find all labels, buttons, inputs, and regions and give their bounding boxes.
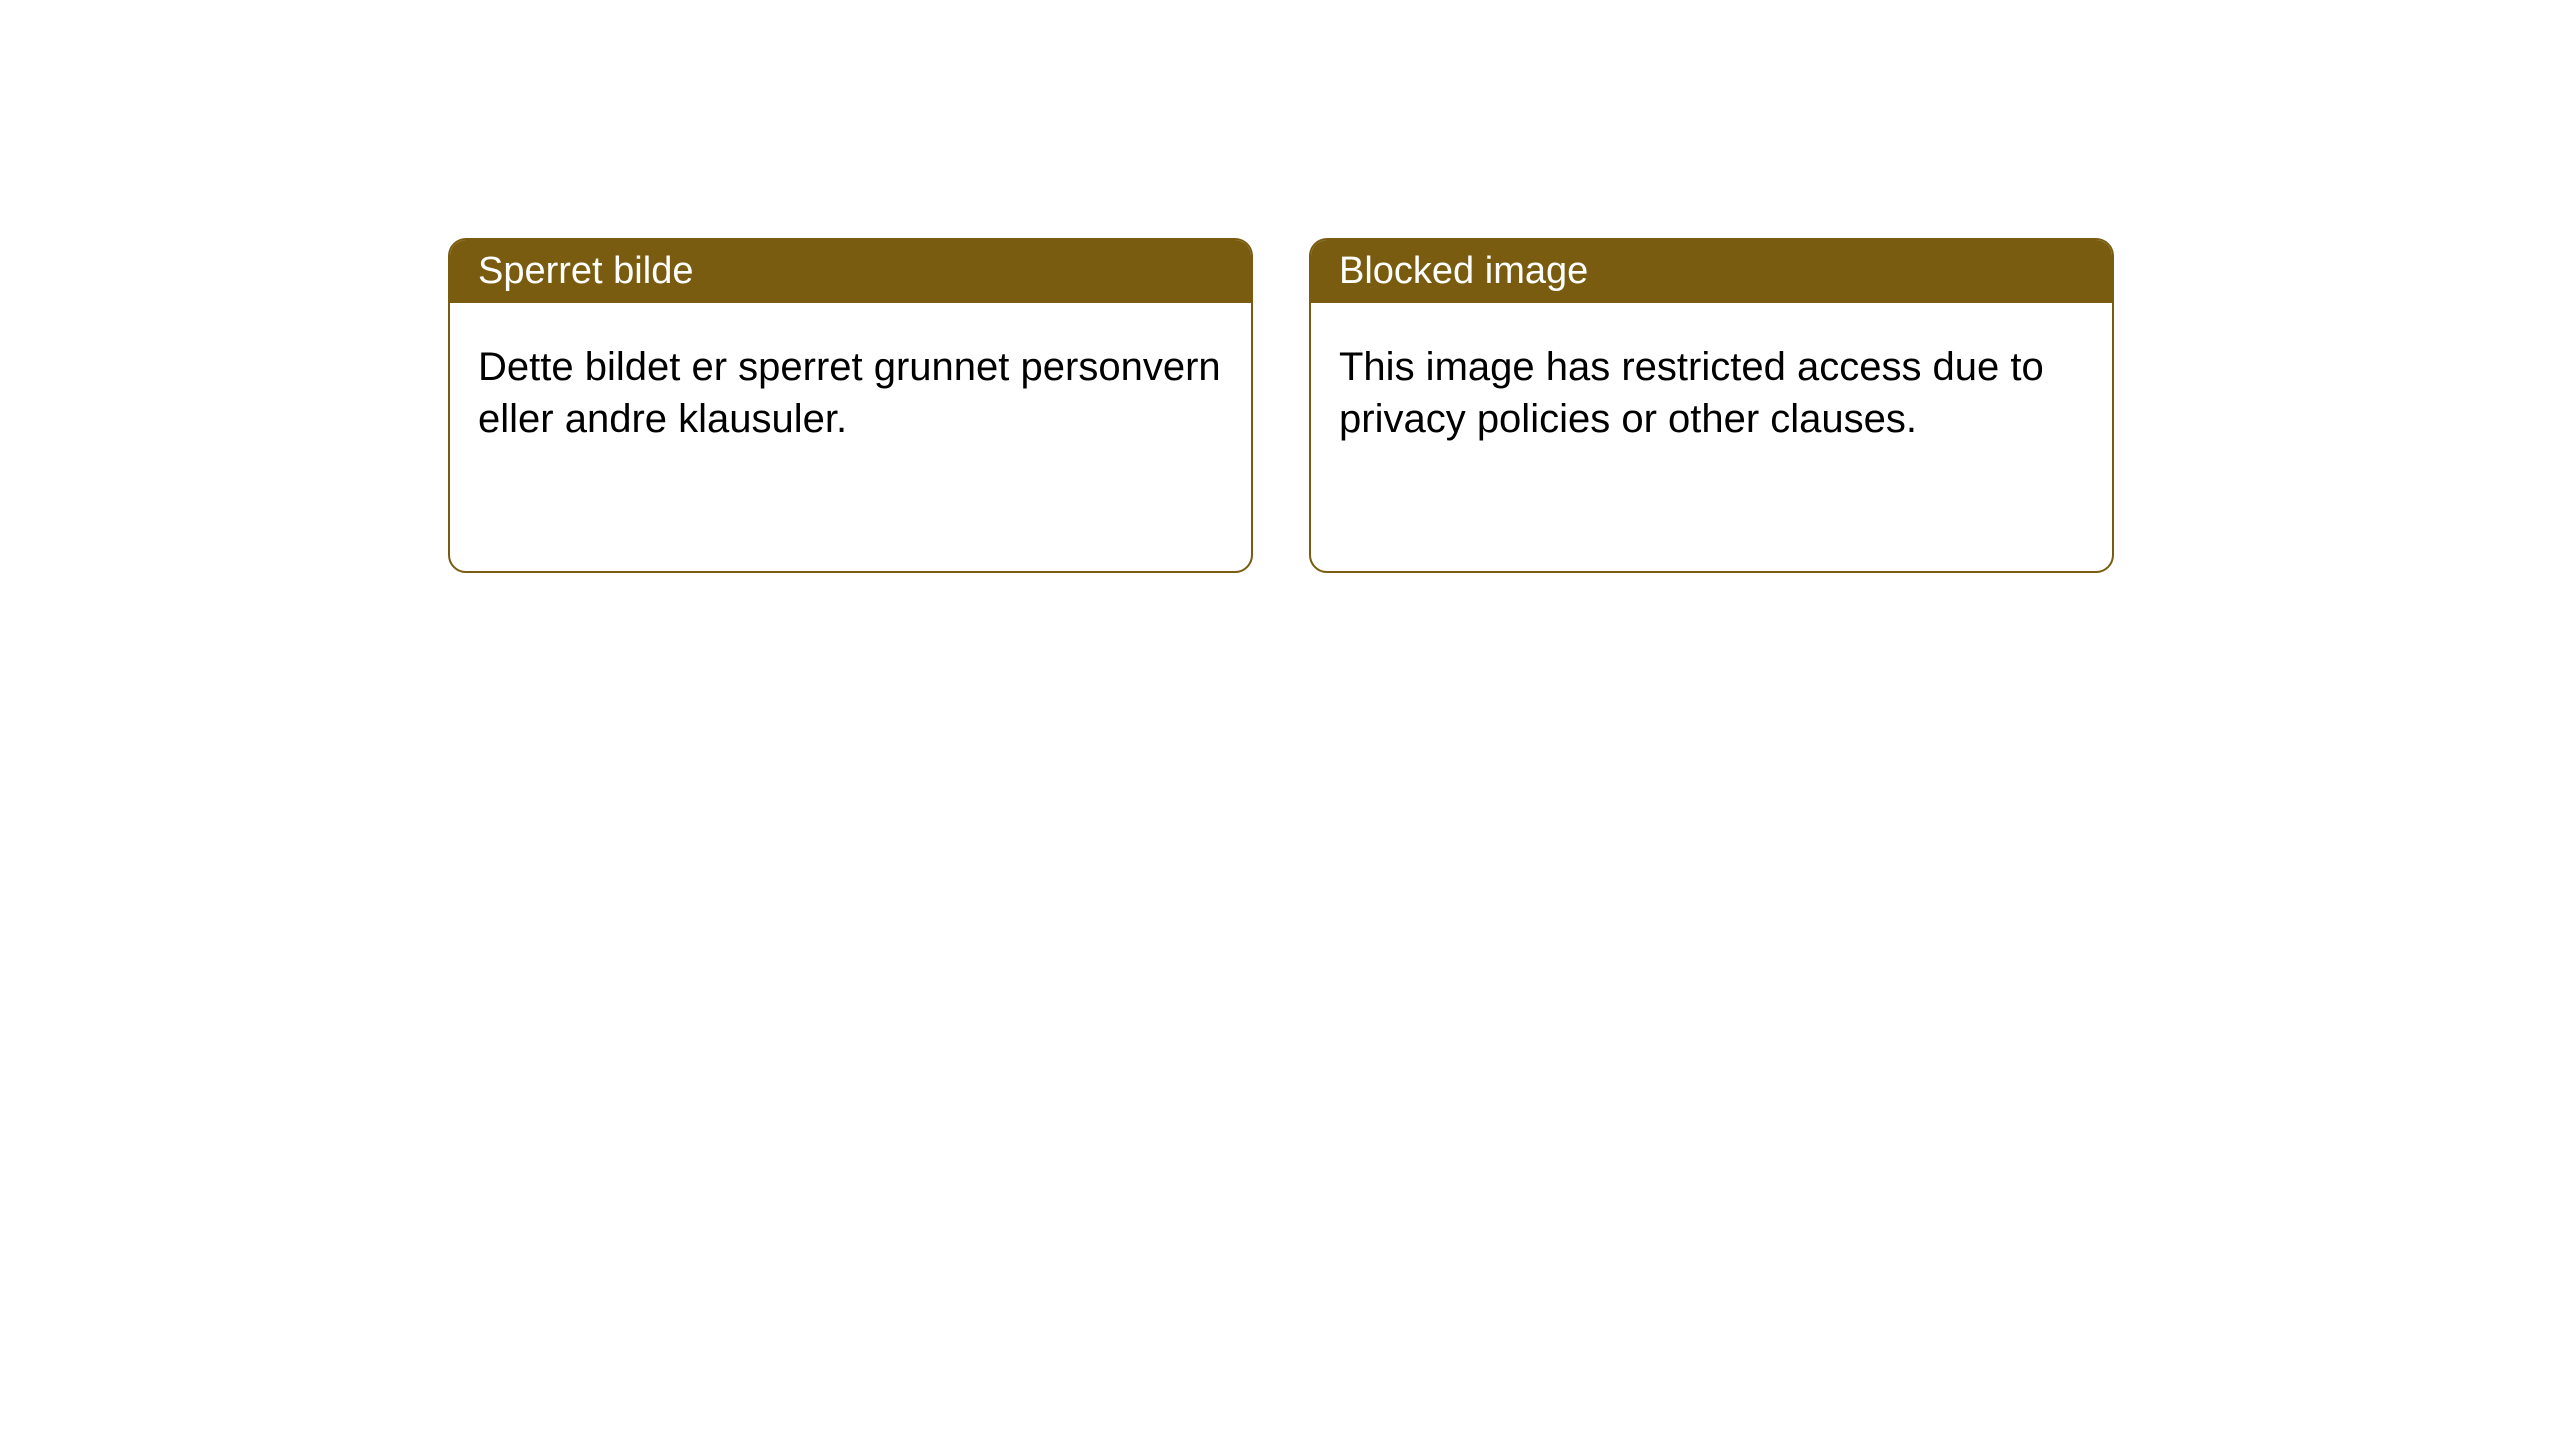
card-body-en: This image has restricted access due to …	[1311, 303, 2112, 483]
card-body-no: Dette bildet er sperret grunnet personve…	[450, 303, 1251, 483]
blocked-image-card-no: Sperret bilde Dette bildet er sperret gr…	[448, 238, 1253, 573]
card-header-no: Sperret bilde	[450, 240, 1251, 303]
card-text-en: This image has restricted access due to …	[1339, 345, 2044, 441]
blocked-image-card-en: Blocked image This image has restricted …	[1309, 238, 2114, 573]
notice-container: Sperret bilde Dette bildet er sperret gr…	[0, 0, 2560, 573]
card-text-no: Dette bildet er sperret grunnet personve…	[478, 345, 1221, 441]
card-title-no: Sperret bilde	[478, 250, 693, 292]
card-title-en: Blocked image	[1339, 250, 1588, 292]
card-header-en: Blocked image	[1311, 240, 2112, 303]
